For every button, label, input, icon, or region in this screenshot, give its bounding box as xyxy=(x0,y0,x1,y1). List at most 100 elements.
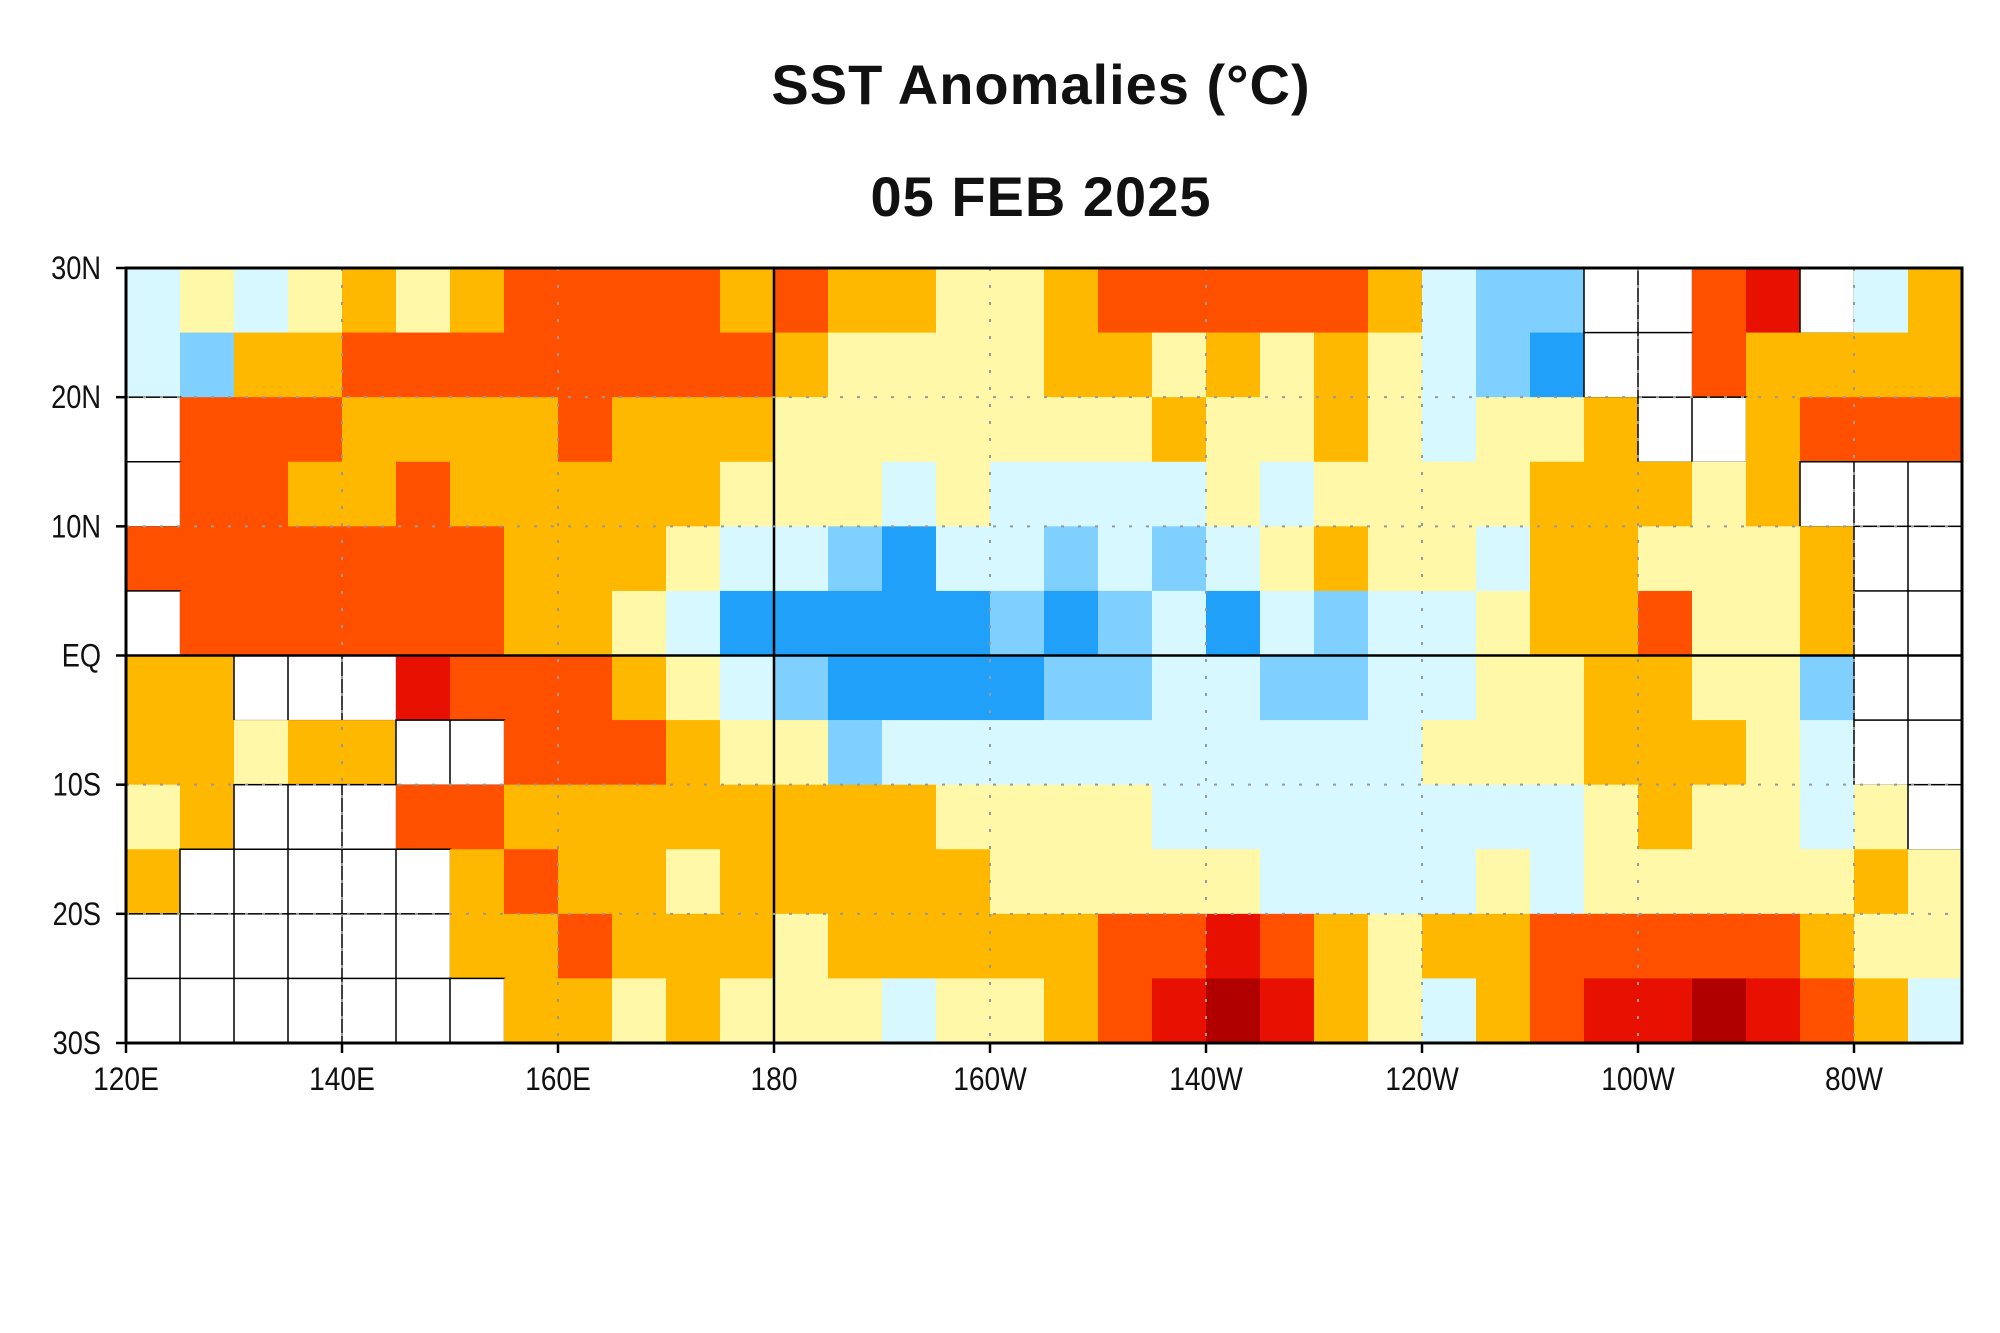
anomaly-cell xyxy=(1206,784,1261,850)
anomaly-cell xyxy=(1260,590,1315,657)
anomaly-cell xyxy=(1692,655,1747,721)
anomaly-cell xyxy=(1314,913,1369,980)
anomaly-cell xyxy=(1476,720,1531,786)
y-tick-label: 20N xyxy=(51,380,101,416)
anomaly-cell xyxy=(828,332,883,398)
anomaly-cell xyxy=(1800,849,1855,915)
anomaly-cell xyxy=(1476,332,1531,398)
anomaly-cell xyxy=(882,720,937,786)
land-cell xyxy=(449,719,506,787)
anomaly-cell xyxy=(1314,720,1369,786)
anomaly-cell xyxy=(1152,332,1207,398)
anomaly-cell xyxy=(828,268,883,334)
anomaly-cell xyxy=(1746,590,1801,657)
anomaly-cell xyxy=(1530,913,1585,980)
anomaly-cell xyxy=(612,978,667,1044)
anomaly-cell xyxy=(1530,849,1585,915)
anomaly-cell xyxy=(1584,913,1639,980)
anomaly-cell xyxy=(1260,461,1315,527)
anomaly-cell xyxy=(180,720,235,786)
anomaly-cell xyxy=(1530,720,1585,786)
anomaly-cell xyxy=(1476,590,1531,657)
anomaly-cell xyxy=(1260,655,1315,721)
anomaly-cell xyxy=(1044,461,1099,527)
chart-date: 05 FEB 2025 xyxy=(870,165,1212,228)
anomaly-cell xyxy=(450,268,505,334)
anomaly-cell xyxy=(1746,397,1801,463)
land-cell xyxy=(1907,719,1964,787)
anomaly-cell xyxy=(1746,978,1801,1044)
anomaly-cell xyxy=(1638,913,1693,980)
anomaly-cell xyxy=(342,461,397,527)
y-tick-label: EQ xyxy=(62,638,101,674)
anomaly-cell xyxy=(1422,784,1477,850)
anomaly-cell xyxy=(1530,332,1585,398)
anomaly-cell xyxy=(882,655,937,721)
land-cell xyxy=(1583,267,1640,334)
anomaly-cell xyxy=(612,461,667,527)
anomaly-cell xyxy=(342,590,397,657)
land-cell xyxy=(1907,654,1964,722)
anomaly-cell xyxy=(342,526,397,592)
anomaly-cell xyxy=(1800,655,1855,721)
anomaly-cell xyxy=(1152,720,1207,786)
anomaly-cell xyxy=(288,590,343,657)
anomaly-cell xyxy=(1044,590,1099,657)
x-tick-label: 80W xyxy=(1825,1062,1883,1097)
y-tick-label: 10N xyxy=(51,509,101,545)
anomaly-cell xyxy=(504,590,559,657)
land-cell xyxy=(395,719,452,787)
anomaly-cell xyxy=(1422,397,1477,463)
y-tick-label: 30N xyxy=(51,251,101,287)
anomaly-cell xyxy=(1746,332,1801,398)
land-cell xyxy=(1799,461,1856,528)
anomaly-cell xyxy=(342,397,397,463)
land-cell xyxy=(395,848,452,916)
anomaly-cell xyxy=(720,655,775,721)
anomaly-cell xyxy=(1746,268,1801,334)
anomaly-cell xyxy=(612,784,667,850)
anomaly-cell xyxy=(774,913,829,980)
anomaly-cell xyxy=(1206,461,1261,527)
anomaly-cell xyxy=(288,332,343,398)
anomaly-cell xyxy=(1638,526,1693,592)
anomaly-cell xyxy=(1260,913,1315,980)
anomaly-cell xyxy=(774,397,829,463)
anomaly-cell xyxy=(774,784,829,850)
anomaly-cell xyxy=(1314,655,1369,721)
anomaly-cell xyxy=(1368,655,1423,721)
anomaly-cell xyxy=(1422,526,1477,592)
anomaly-cell xyxy=(1476,655,1531,721)
anomaly-cell xyxy=(504,978,559,1044)
anomaly-cell xyxy=(666,268,721,334)
anomaly-cell xyxy=(1152,913,1207,980)
anomaly-cell xyxy=(936,978,991,1044)
anomaly-cell xyxy=(774,849,829,915)
anomaly-cell xyxy=(612,332,667,398)
anomaly-cell xyxy=(1044,720,1099,786)
land-cell xyxy=(341,848,398,916)
anomaly-cell xyxy=(1584,655,1639,721)
anomaly-cell xyxy=(1044,268,1099,334)
anomaly-cell xyxy=(882,978,937,1044)
anomaly-cell xyxy=(450,590,505,657)
anomaly-cell xyxy=(1746,655,1801,721)
x-tick-label: 140W xyxy=(1169,1062,1243,1097)
anomaly-cell xyxy=(1530,461,1585,527)
y-tick-label: 30S xyxy=(53,1026,101,1062)
anomaly-cell xyxy=(612,590,667,657)
anomaly-cell xyxy=(126,849,181,915)
anomaly-cell xyxy=(1422,268,1477,334)
anomaly-cell xyxy=(126,784,181,850)
anomaly-cell xyxy=(1530,590,1585,657)
land-cell xyxy=(287,654,344,722)
anomaly-cell xyxy=(612,913,667,980)
anomaly-cell xyxy=(612,720,667,786)
land-cell xyxy=(233,783,290,851)
anomaly-cell xyxy=(990,397,1045,463)
anomaly-cell xyxy=(1314,397,1369,463)
anomaly-cell xyxy=(1746,461,1801,527)
anomaly-cell xyxy=(1260,849,1315,915)
land-cell xyxy=(287,977,344,1045)
anomaly-cell xyxy=(1152,655,1207,721)
